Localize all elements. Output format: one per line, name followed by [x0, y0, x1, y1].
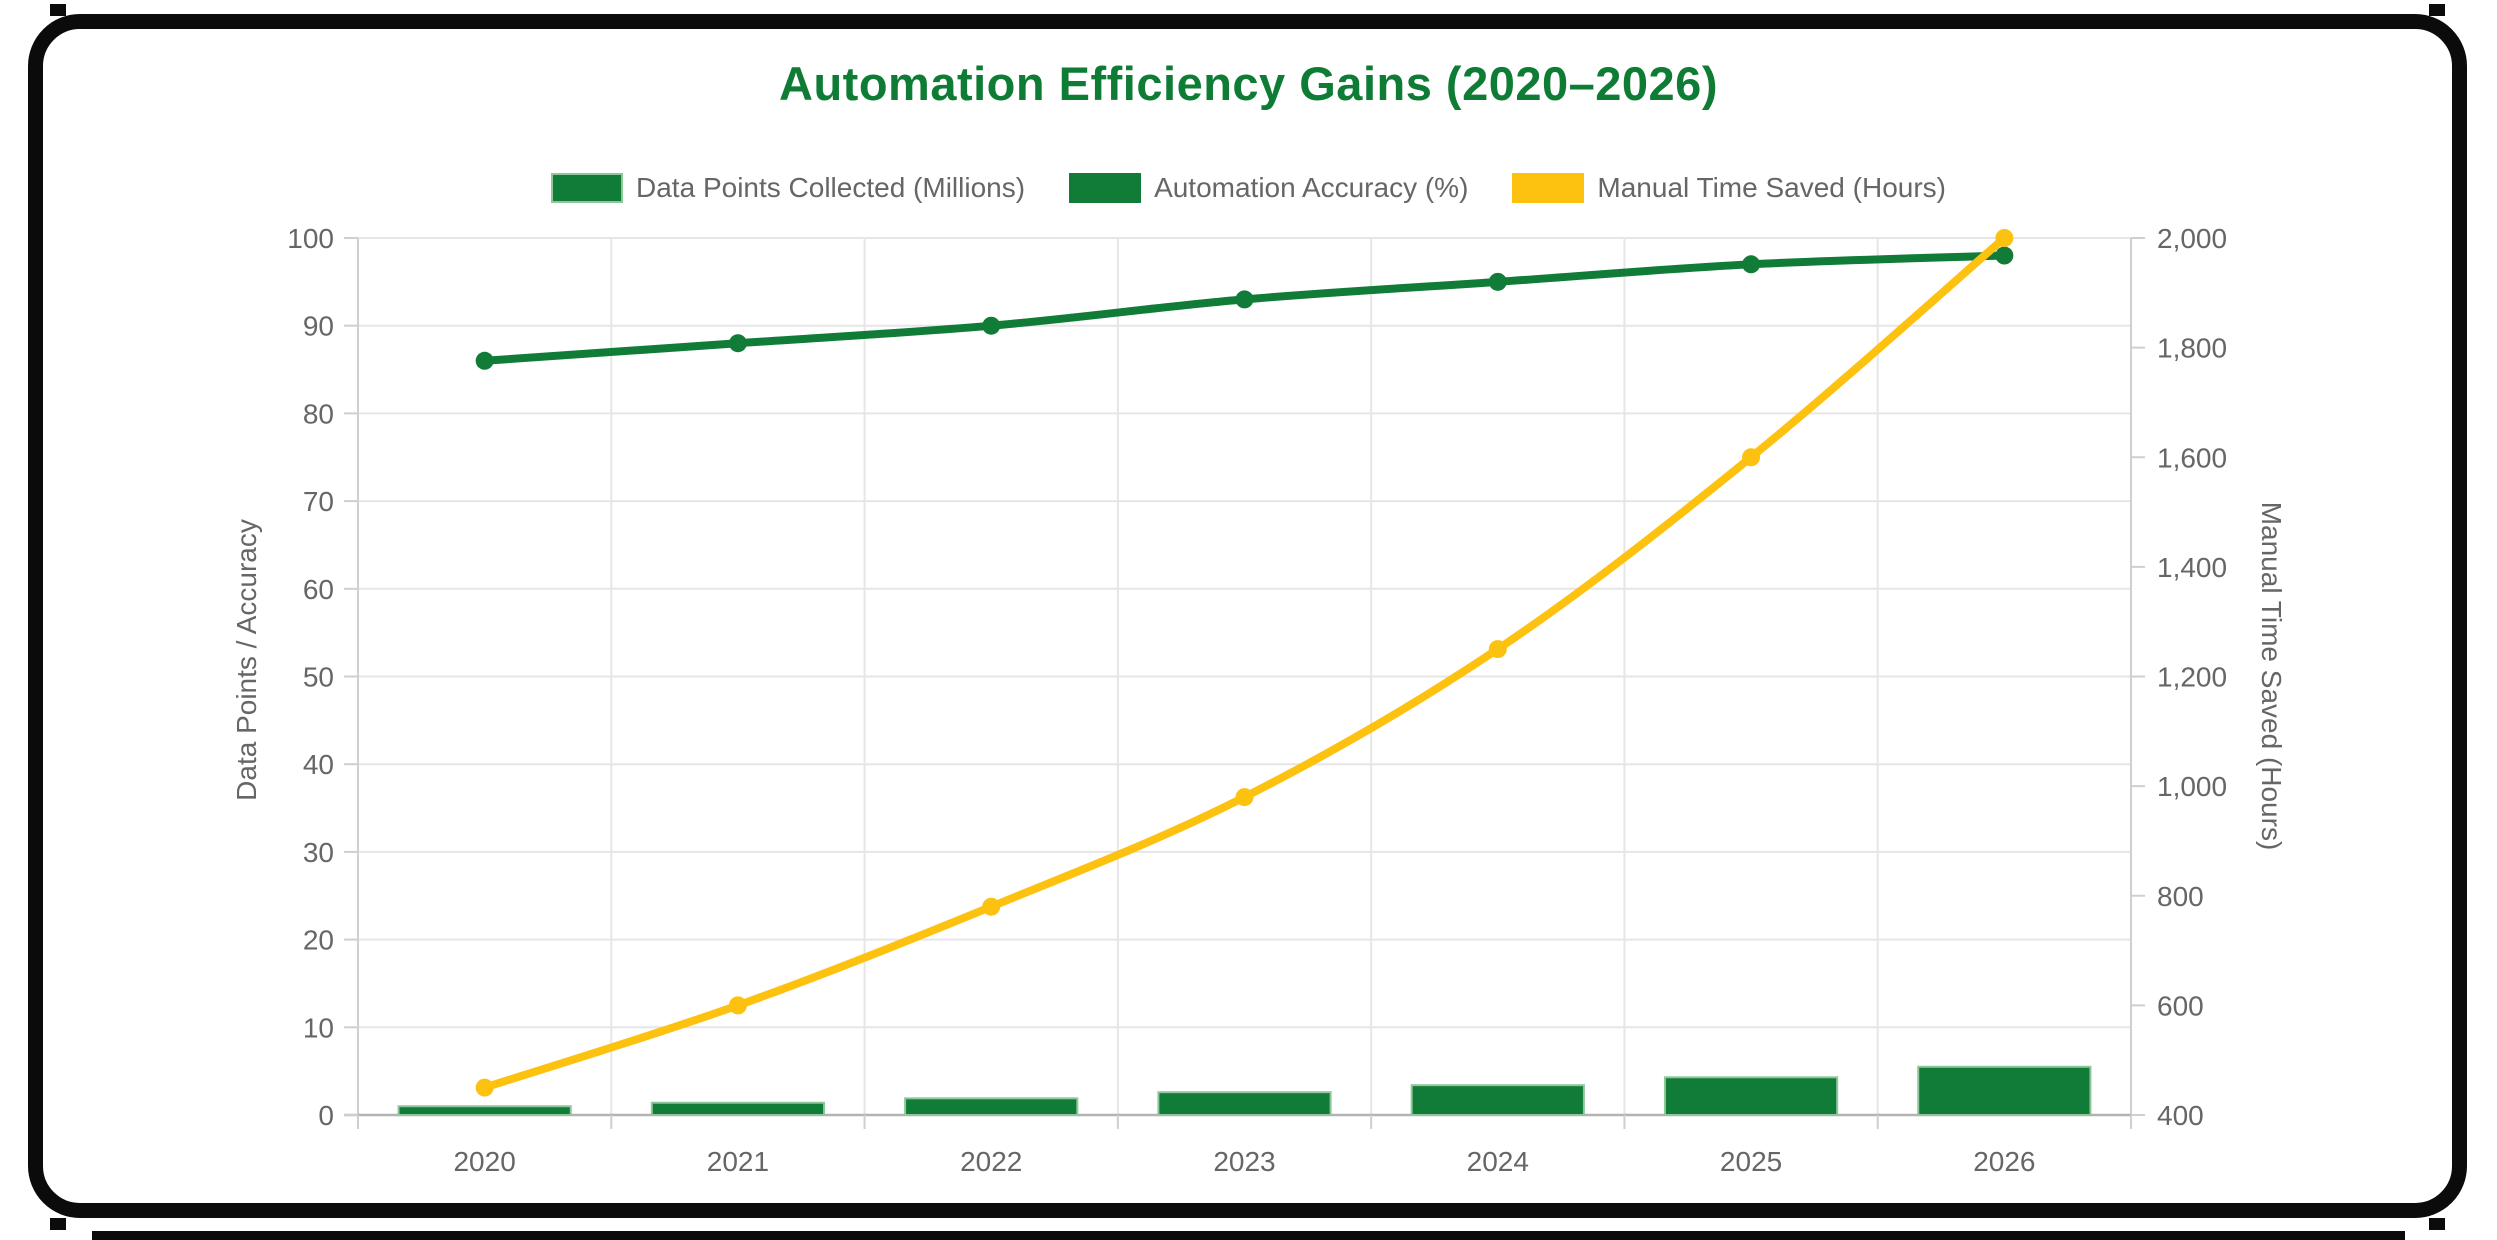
- bars-data-points-collected-millions-: [397, 1065, 2092, 1117]
- legend-swatch-icon: [551, 173, 624, 203]
- tick-marks: [344, 237, 2145, 1129]
- svg-text:30: 30: [303, 837, 334, 868]
- svg-text:1,200: 1,200: [2157, 662, 2227, 693]
- frame-corner-notch: [2429, 4, 2445, 16]
- svg-text:1,800: 1,800: [2157, 333, 2227, 364]
- axis-titles: Data Points / Accuracy Manual Time Saved …: [231, 502, 2287, 851]
- svg-text:10: 10: [303, 1012, 334, 1043]
- legend-label: Manual Time Saved (Hours): [1597, 172, 1946, 203]
- svg-text:2022: 2022: [960, 1146, 1022, 1177]
- svg-text:600: 600: [2157, 990, 2204, 1021]
- svg-text:60: 60: [303, 574, 334, 605]
- legend-item-2[interactable]: Automation Accuracy (%): [1069, 172, 1468, 204]
- gridlines: [358, 237, 2131, 1115]
- svg-text:2,000: 2,000: [2157, 223, 2227, 254]
- svg-text:50: 50: [303, 662, 334, 693]
- svg-text:100: 100: [287, 223, 334, 254]
- tick-labels: 0 10 20 30 40 50 60 70 80 90 100 400 600 800 1,000 1,20…: [287, 223, 2227, 1177]
- svg-text:1,600: 1,600: [2157, 442, 2227, 473]
- legend-item-1[interactable]: Data Points Collected (Millions): [551, 172, 1025, 204]
- svg-text:70: 70: [303, 486, 334, 517]
- svg-text:80: 80: [303, 398, 334, 429]
- legend-item-3[interactable]: Manual Time Saved (Hours): [1512, 172, 1946, 204]
- legend-label: Automation Accuracy (%): [1154, 172, 1469, 203]
- chart-legend: Data Points Collected (Millions) Automati…: [0, 172, 2497, 204]
- svg-text:1,000: 1,000: [2157, 771, 2227, 802]
- svg-text:800: 800: [2157, 881, 2204, 912]
- svg-text:2025: 2025: [1720, 1146, 1782, 1177]
- svg-text:20: 20: [303, 925, 334, 956]
- line-automation-accuracy-: [475, 246, 2014, 370]
- svg-text:2021: 2021: [707, 1146, 769, 1177]
- legend-swatch-icon: [1512, 173, 1585, 203]
- right-axis-title: Manual Time Saved (Hours): [2256, 502, 2287, 851]
- frame-corner-notch: [2429, 1218, 2445, 1230]
- frame-corner-notch: [50, 4, 66, 16]
- svg-text:2024: 2024: [1467, 1146, 1529, 1177]
- svg-text:0: 0: [318, 1100, 334, 1131]
- svg-text:2026: 2026: [1973, 1146, 2035, 1177]
- svg-text:1,400: 1,400: [2157, 552, 2227, 583]
- svg-text:40: 40: [303, 749, 334, 780]
- line-manual-time-saved-hours-: [475, 229, 2014, 1097]
- svg-text:2023: 2023: [1213, 1146, 1275, 1177]
- frame-bottom-bar: [92, 1231, 2405, 1240]
- frame-corner-notch: [50, 1218, 66, 1230]
- svg-text:2020: 2020: [453, 1146, 515, 1177]
- chart-title: Automation Efficiency Gains (2020–2026): [779, 57, 1718, 110]
- legend-swatch-icon: [1069, 173, 1142, 203]
- svg-text:400: 400: [2157, 1100, 2204, 1131]
- left-axis-title: Data Points / Accuracy: [231, 519, 262, 801]
- svg-text:90: 90: [303, 311, 334, 342]
- legend-label: Data Points Collected (Millions): [636, 172, 1026, 203]
